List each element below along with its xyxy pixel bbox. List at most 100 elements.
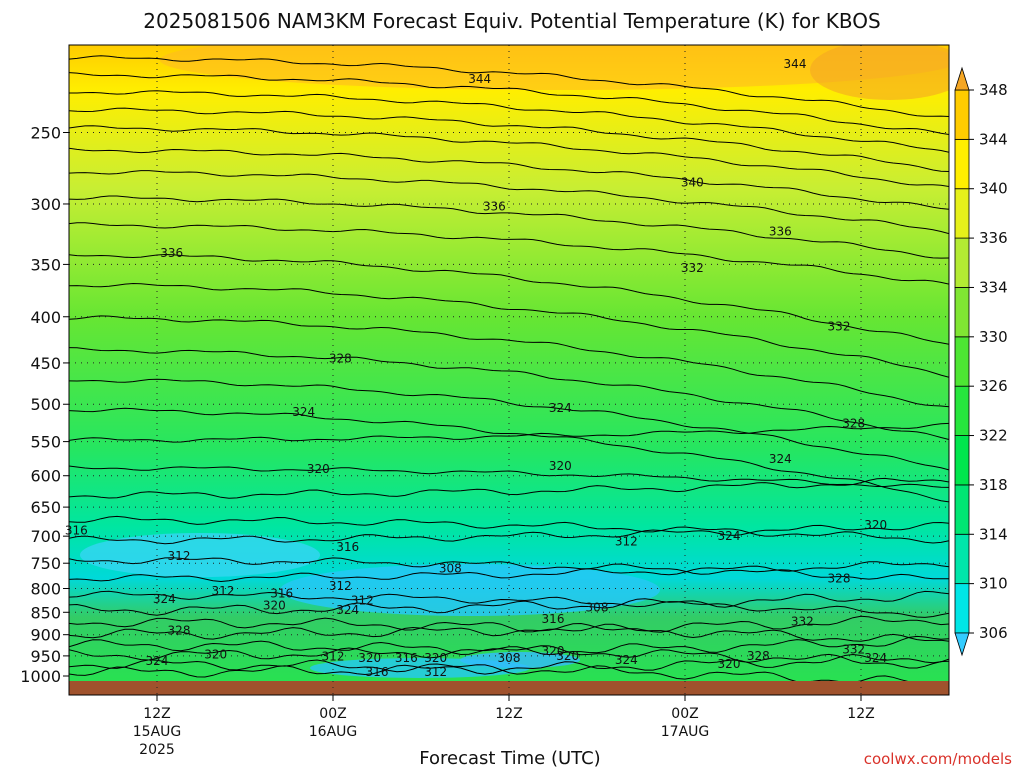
colorbar-label: 334 <box>979 278 1008 296</box>
colorbar-label: 310 <box>979 575 1008 593</box>
colorbar-label: 314 <box>979 525 1008 543</box>
contour-label: 320 <box>204 648 227 662</box>
y-tick-label: 300 <box>30 195 61 214</box>
contour-line <box>69 407 949 503</box>
contour-label: 312 <box>168 549 191 563</box>
contour-label: 320 <box>424 651 447 665</box>
contour-label: 316 <box>366 665 389 679</box>
colorbar-extend-top <box>954 66 970 91</box>
contour-label: 344 <box>784 57 807 71</box>
colorbar-label: 322 <box>979 427 1008 445</box>
contour-label: 320 <box>307 462 330 476</box>
colorbar-label: 344 <box>979 130 1008 148</box>
colorbar-segment <box>954 237 970 288</box>
contour-line <box>69 72 949 135</box>
contour-label: 316 <box>395 651 418 665</box>
grid-lines <box>69 45 949 695</box>
contour-label: 332 <box>842 643 865 657</box>
x-tick-label: 00Z <box>319 706 346 722</box>
contour-line <box>69 653 949 678</box>
shaded-regions <box>80 45 949 678</box>
y-tick-label: 750 <box>30 554 61 573</box>
contour-line <box>69 422 949 443</box>
contour-line <box>69 639 949 669</box>
contour-label: 336 <box>769 225 792 239</box>
contour-line <box>69 557 949 580</box>
x-tick-label: 00Z <box>671 706 698 722</box>
colorbar-segment <box>954 583 970 634</box>
y-tick-label: 900 <box>30 626 61 645</box>
y-tick-label: 950 <box>30 647 61 666</box>
x-tick-label: 12Z <box>847 706 874 722</box>
x-tick-label: 16AUG <box>309 724 358 740</box>
contour-label: 328 <box>329 352 352 366</box>
colorbar-segment <box>954 533 970 585</box>
contour-line <box>69 253 949 345</box>
contour-line <box>69 378 949 471</box>
contour-label: 328 <box>842 416 865 430</box>
y-tick-label: 250 <box>30 123 61 142</box>
colorbar-segment <box>954 287 970 338</box>
contour-label: 312 <box>615 535 638 549</box>
contour-label: 320 <box>556 649 579 663</box>
contour-label: 312 <box>212 584 235 598</box>
x-axis: 12Z 15AUG 2025 00Z 16AUG 12Z 00Z 17AUG 12Z <box>133 695 875 758</box>
contour-line <box>69 347 949 440</box>
contour-line <box>69 147 949 210</box>
contour-label: 324 <box>336 603 359 617</box>
cool-pocket-center <box>280 564 660 616</box>
y-tick-label: 800 <box>30 580 61 599</box>
colorbar-label: 348 <box>979 81 1008 99</box>
contour-label: 332 <box>681 261 704 275</box>
contour-label: 344 <box>468 72 491 86</box>
contour-label: 312 <box>424 665 447 679</box>
contour-label: 320 <box>358 651 381 665</box>
y-tick-label: 450 <box>30 354 61 373</box>
colorbar-segment <box>954 435 970 486</box>
contour-label: 316 <box>336 540 359 554</box>
colorbar-extend-bottom <box>954 632 970 657</box>
contour-label: 308 <box>586 601 609 615</box>
colorbar-label: 306 <box>979 624 1008 642</box>
contour-label: 328 <box>747 649 770 663</box>
contour-label: 308 <box>439 561 462 575</box>
contour-label: 320 <box>549 459 572 473</box>
y-tick-label: 500 <box>30 395 61 414</box>
y-tick-label: 350 <box>30 255 61 274</box>
contour-label: 312 <box>322 650 345 664</box>
contour-label: 320 <box>263 598 286 612</box>
contour-label: 324 <box>769 452 792 466</box>
contour-line <box>69 521 949 545</box>
contour-line <box>69 195 949 259</box>
colorbar-label: 340 <box>979 180 1008 198</box>
x-tick-label: 15AUG <box>133 724 182 740</box>
contour-label: 308 <box>498 651 521 665</box>
cool-pocket-left <box>80 533 320 577</box>
y-tick-label: 400 <box>30 308 61 327</box>
colorbar-segment <box>954 385 970 436</box>
contour-label: 328 <box>828 572 851 586</box>
x-tick-label: 12Z <box>495 706 522 722</box>
y-tick-label: 700 <box>30 527 61 546</box>
contour-label: 324 <box>146 654 169 668</box>
contour-label: 320 <box>864 518 887 532</box>
x-axis-label: Forecast Time (UTC) <box>419 748 600 768</box>
contour-label: 324 <box>549 401 572 415</box>
contour-line <box>69 90 949 153</box>
colorbar-segment <box>954 336 970 387</box>
contour-label: 324 <box>864 651 887 665</box>
colorbar-label: 326 <box>979 377 1008 395</box>
contour-label: 332 <box>828 319 851 333</box>
contour-label: 312 <box>351 594 374 608</box>
colorbar-segment <box>954 188 970 239</box>
colorbar-segment <box>954 89 970 140</box>
contour-label: 316 <box>542 612 565 626</box>
contour-label: 324 <box>615 653 638 667</box>
contour-label: 320 <box>718 657 741 671</box>
contour-label: 316 <box>270 586 293 600</box>
contour-line <box>69 107 949 172</box>
colorbar-label: 330 <box>979 328 1008 346</box>
contour-label: 324 <box>718 529 741 543</box>
